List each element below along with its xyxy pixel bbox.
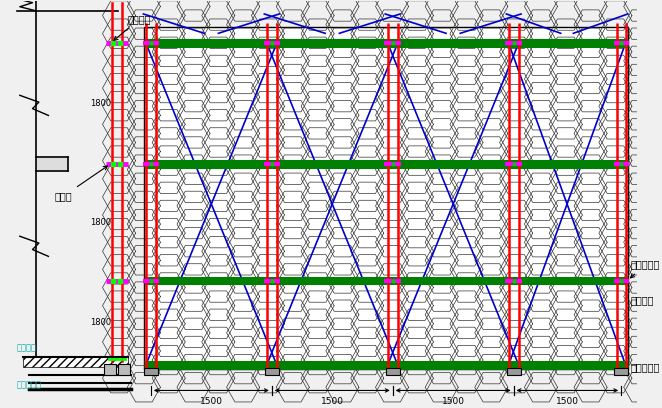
Bar — [614, 368, 628, 375]
Text: 1800: 1800 — [90, 99, 111, 108]
Text: 1500: 1500 — [321, 397, 344, 406]
Text: 1800: 1800 — [90, 217, 111, 227]
Text: 1500: 1500 — [556, 397, 579, 406]
Text: 1500: 1500 — [200, 397, 223, 406]
Bar — [144, 27, 628, 369]
Bar — [105, 364, 116, 375]
Text: 1800: 1800 — [90, 318, 111, 327]
Text: 钢管水平杆: 钢管水平杆 — [630, 259, 660, 278]
Bar — [386, 368, 400, 375]
Bar — [118, 364, 130, 375]
Bar — [144, 368, 158, 375]
Text: 1500: 1500 — [442, 397, 465, 406]
Text: 钢管剪刀撑: 钢管剪刀撑 — [631, 362, 660, 372]
Text: 脚手板: 脚手板 — [55, 166, 107, 201]
Bar — [36, 157, 68, 171]
Text: 外架砼基础: 外架砼基础 — [17, 381, 42, 390]
Text: 钢管立杆: 钢管立杆 — [631, 296, 654, 306]
Bar — [23, 357, 128, 367]
Text: 安全立网: 安全立网 — [114, 14, 152, 40]
Bar — [506, 368, 520, 375]
Text: 自然地面: 自然地面 — [17, 343, 36, 352]
Bar — [265, 368, 279, 375]
